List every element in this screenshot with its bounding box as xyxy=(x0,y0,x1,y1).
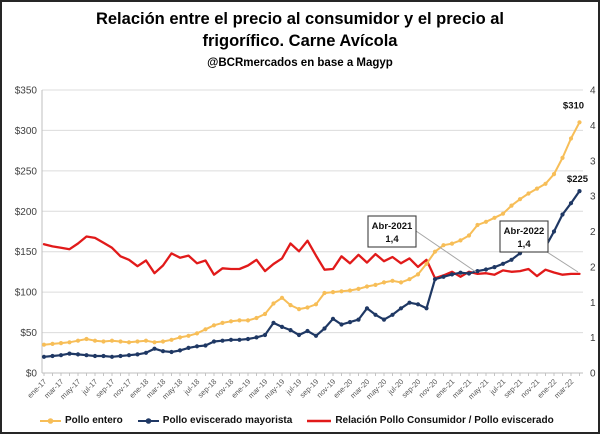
svg-text:2: 2 xyxy=(590,227,596,238)
svg-text:$250: $250 xyxy=(15,166,38,177)
legend: Pollo entero Pollo eviscerado mayorista … xyxy=(40,415,554,426)
svg-text:$300: $300 xyxy=(15,126,38,137)
svg-text:1,4: 1,4 xyxy=(517,239,531,250)
legend-label-pollo-eviscerado: Pollo eviscerado mayorista xyxy=(162,415,293,426)
line-icon xyxy=(307,419,332,422)
svg-text:$200: $200 xyxy=(15,207,38,218)
svg-text:4: 4 xyxy=(590,86,596,97)
svg-text:$100: $100 xyxy=(15,288,38,299)
svg-text:1,4: 1,4 xyxy=(385,234,399,245)
svg-text:$50: $50 xyxy=(20,328,37,339)
svg-text:1: 1 xyxy=(590,298,596,309)
svg-text:mar-22: mar-22 xyxy=(552,377,575,400)
svg-text:$225: $225 xyxy=(567,174,589,185)
legend-item-pollo-eviscerado: Pollo eviscerado mayorista xyxy=(137,415,293,426)
line-marker-icon xyxy=(40,417,61,424)
svg-text:3: 3 xyxy=(590,192,596,203)
svg-text:2: 2 xyxy=(590,262,596,273)
legend-item-relacion: Relación Pollo Consumidor / Pollo evisce… xyxy=(307,415,554,426)
legend-label-pollo-entero: Pollo entero xyxy=(65,415,123,426)
svg-text:$0: $0 xyxy=(26,369,38,380)
svg-text:3: 3 xyxy=(590,156,596,167)
chart-subtitle: @BCRmercados en base a Magyp xyxy=(207,57,393,69)
svg-text:4: 4 xyxy=(590,121,596,132)
legend-label-relacion: Relación Pollo Consumidor / Pollo evisce… xyxy=(335,415,554,426)
svg-text:$150: $150 xyxy=(15,247,38,258)
line-marker-icon xyxy=(137,417,159,424)
svg-text:Abr-2021: Abr-2021 xyxy=(372,221,413,232)
svg-text:Abr-2022: Abr-2022 xyxy=(504,226,545,237)
svg-text:$350: $350 xyxy=(15,86,38,97)
svg-text:0: 0 xyxy=(590,369,596,380)
svg-text:1: 1 xyxy=(590,333,596,344)
svg-text:$310: $310 xyxy=(563,100,584,111)
chart-title: Relación entre el precio al consumidor y… xyxy=(95,10,505,50)
legend-item-pollo-entero: Pollo entero xyxy=(40,415,123,426)
